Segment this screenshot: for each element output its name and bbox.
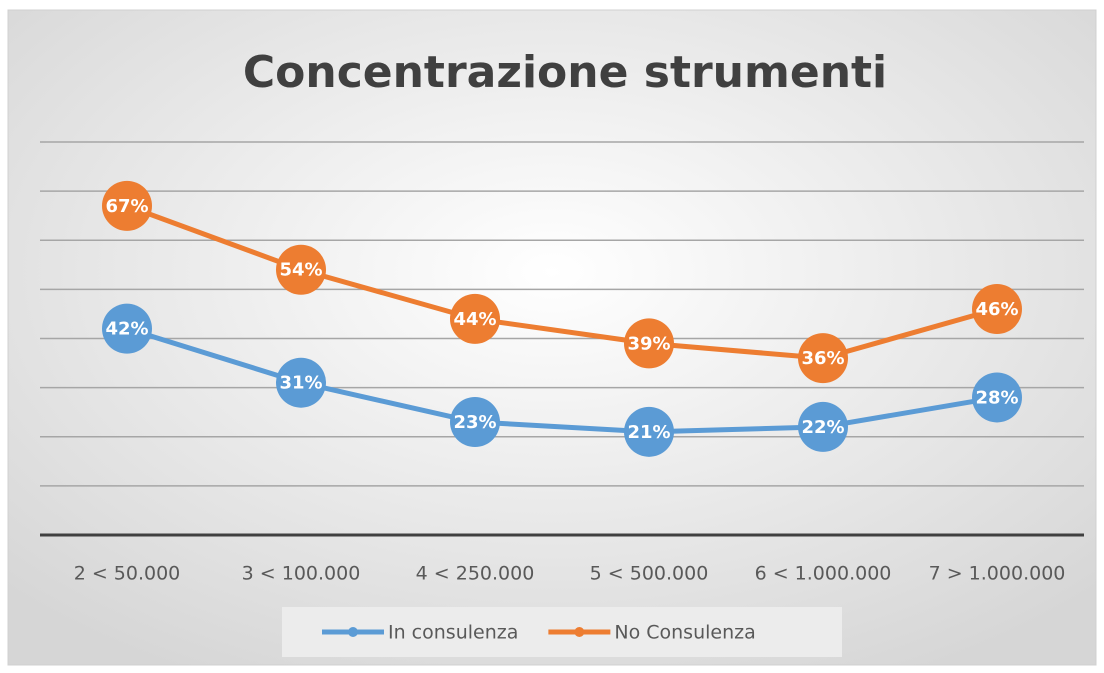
x-tick-label: 4 < 250.000 xyxy=(416,563,535,585)
chart-background xyxy=(7,9,1097,666)
marker xyxy=(276,357,326,408)
data-label: 31% xyxy=(279,373,322,394)
legend-label: In consulenza xyxy=(388,622,518,644)
data-label: 36% xyxy=(801,348,844,369)
x-tick-label: 3 < 100.000 xyxy=(242,563,361,585)
data-label: 46% xyxy=(975,299,1018,320)
data-label: 44% xyxy=(453,309,496,330)
data-label: 22% xyxy=(801,417,844,438)
x-tick-label: 5 < 500.000 xyxy=(590,563,709,585)
marker xyxy=(102,180,152,231)
data-label: 28% xyxy=(975,387,1018,408)
marker xyxy=(102,303,152,354)
x-tick-label: 6 < 1.000.000 xyxy=(755,563,892,585)
marker xyxy=(972,372,1022,423)
data-label: 42% xyxy=(105,319,148,340)
x-tick-label: 2 < 50.000 xyxy=(74,563,181,585)
legend-marker xyxy=(348,627,358,637)
marker xyxy=(450,293,500,344)
marker xyxy=(972,284,1022,335)
legend-marker xyxy=(574,627,585,637)
series-line xyxy=(126,203,998,361)
marker xyxy=(450,397,500,448)
marker xyxy=(276,244,326,295)
marker xyxy=(798,401,848,452)
marker xyxy=(624,406,674,457)
legend-label: No Consulenza xyxy=(614,622,755,644)
chart-title: Concentrazione strumenti xyxy=(243,47,887,98)
data-label: 67% xyxy=(105,196,148,217)
series-line xyxy=(126,326,998,435)
data-label: 54% xyxy=(279,260,322,281)
data-label: 23% xyxy=(453,412,496,433)
data-label: 21% xyxy=(627,422,670,443)
x-tick-label: 7 > 1.000.000 xyxy=(929,563,1066,585)
marker xyxy=(798,333,848,384)
data-label: 39% xyxy=(627,333,670,354)
marker xyxy=(624,318,674,369)
